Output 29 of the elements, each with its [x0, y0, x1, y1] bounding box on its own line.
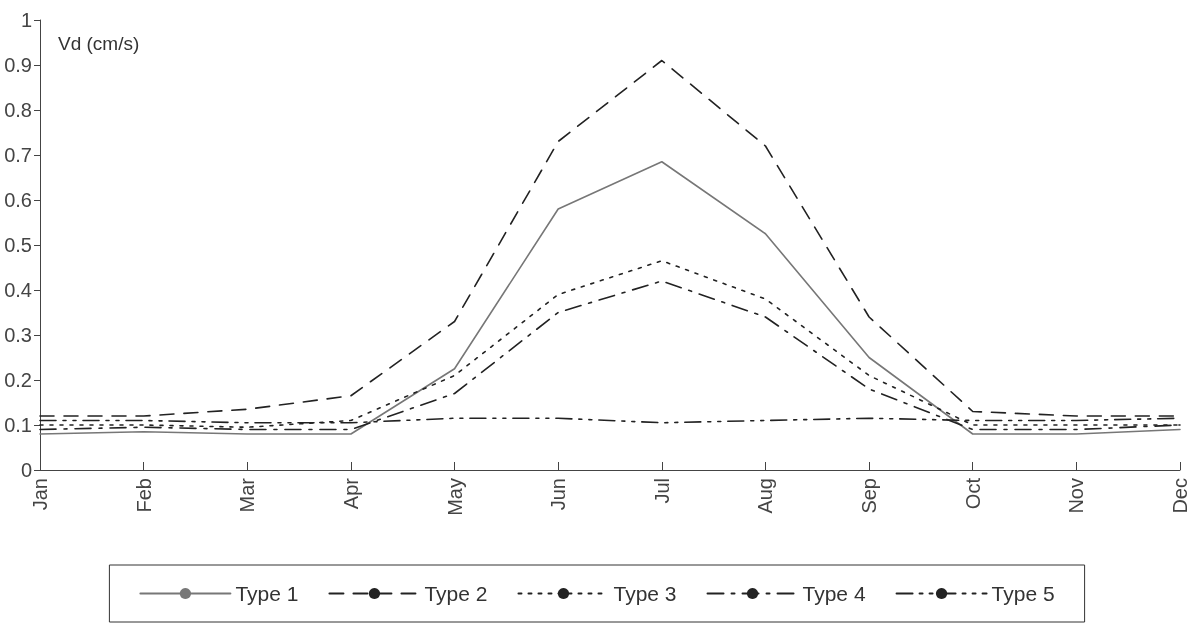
y-tick-label: 0.1	[4, 414, 32, 436]
x-tick-label: Jul	[650, 478, 673, 504]
x-tick-label: Dec	[1169, 478, 1191, 514]
y-axis-title: Vd (cm/s)	[58, 33, 140, 54]
x-tick-label: Oct	[961, 477, 984, 510]
legend-label: Type 4	[802, 582, 866, 605]
x-tick-label: Jan	[29, 478, 51, 511]
y-tick-label: 0.5	[4, 234, 32, 256]
legend-label: Type 5	[991, 582, 1055, 605]
y-tick-label: 0	[20, 459, 32, 481]
legend-label: Type 1	[235, 582, 299, 605]
legend-label: Type 2	[424, 582, 488, 605]
y-tick-label: 0.3	[4, 324, 32, 346]
x-tick-label: Feb	[132, 478, 155, 513]
y-tick-label: 0.2	[4, 369, 32, 391]
x-tick-label: Sep	[858, 478, 881, 514]
y-tick-label: 0.7	[4, 144, 32, 166]
y-tick-label: 0.9	[4, 54, 32, 76]
x-tick-label: Jun	[547, 478, 570, 511]
legend-label: Type 3	[613, 582, 677, 605]
x-tick-label: Nov	[1065, 478, 1088, 514]
y-tick-label: 1	[20, 9, 32, 31]
x-tick-label: Mar	[236, 477, 259, 513]
y-tick-label: 0.4	[4, 279, 32, 301]
y-tick-label: 0.8	[4, 99, 32, 121]
x-tick-label: May	[443, 478, 466, 516]
y-tick-label: 0.6	[4, 189, 32, 211]
x-tick-label: Aug	[754, 478, 777, 514]
x-tick-label: Apr	[339, 477, 362, 510]
